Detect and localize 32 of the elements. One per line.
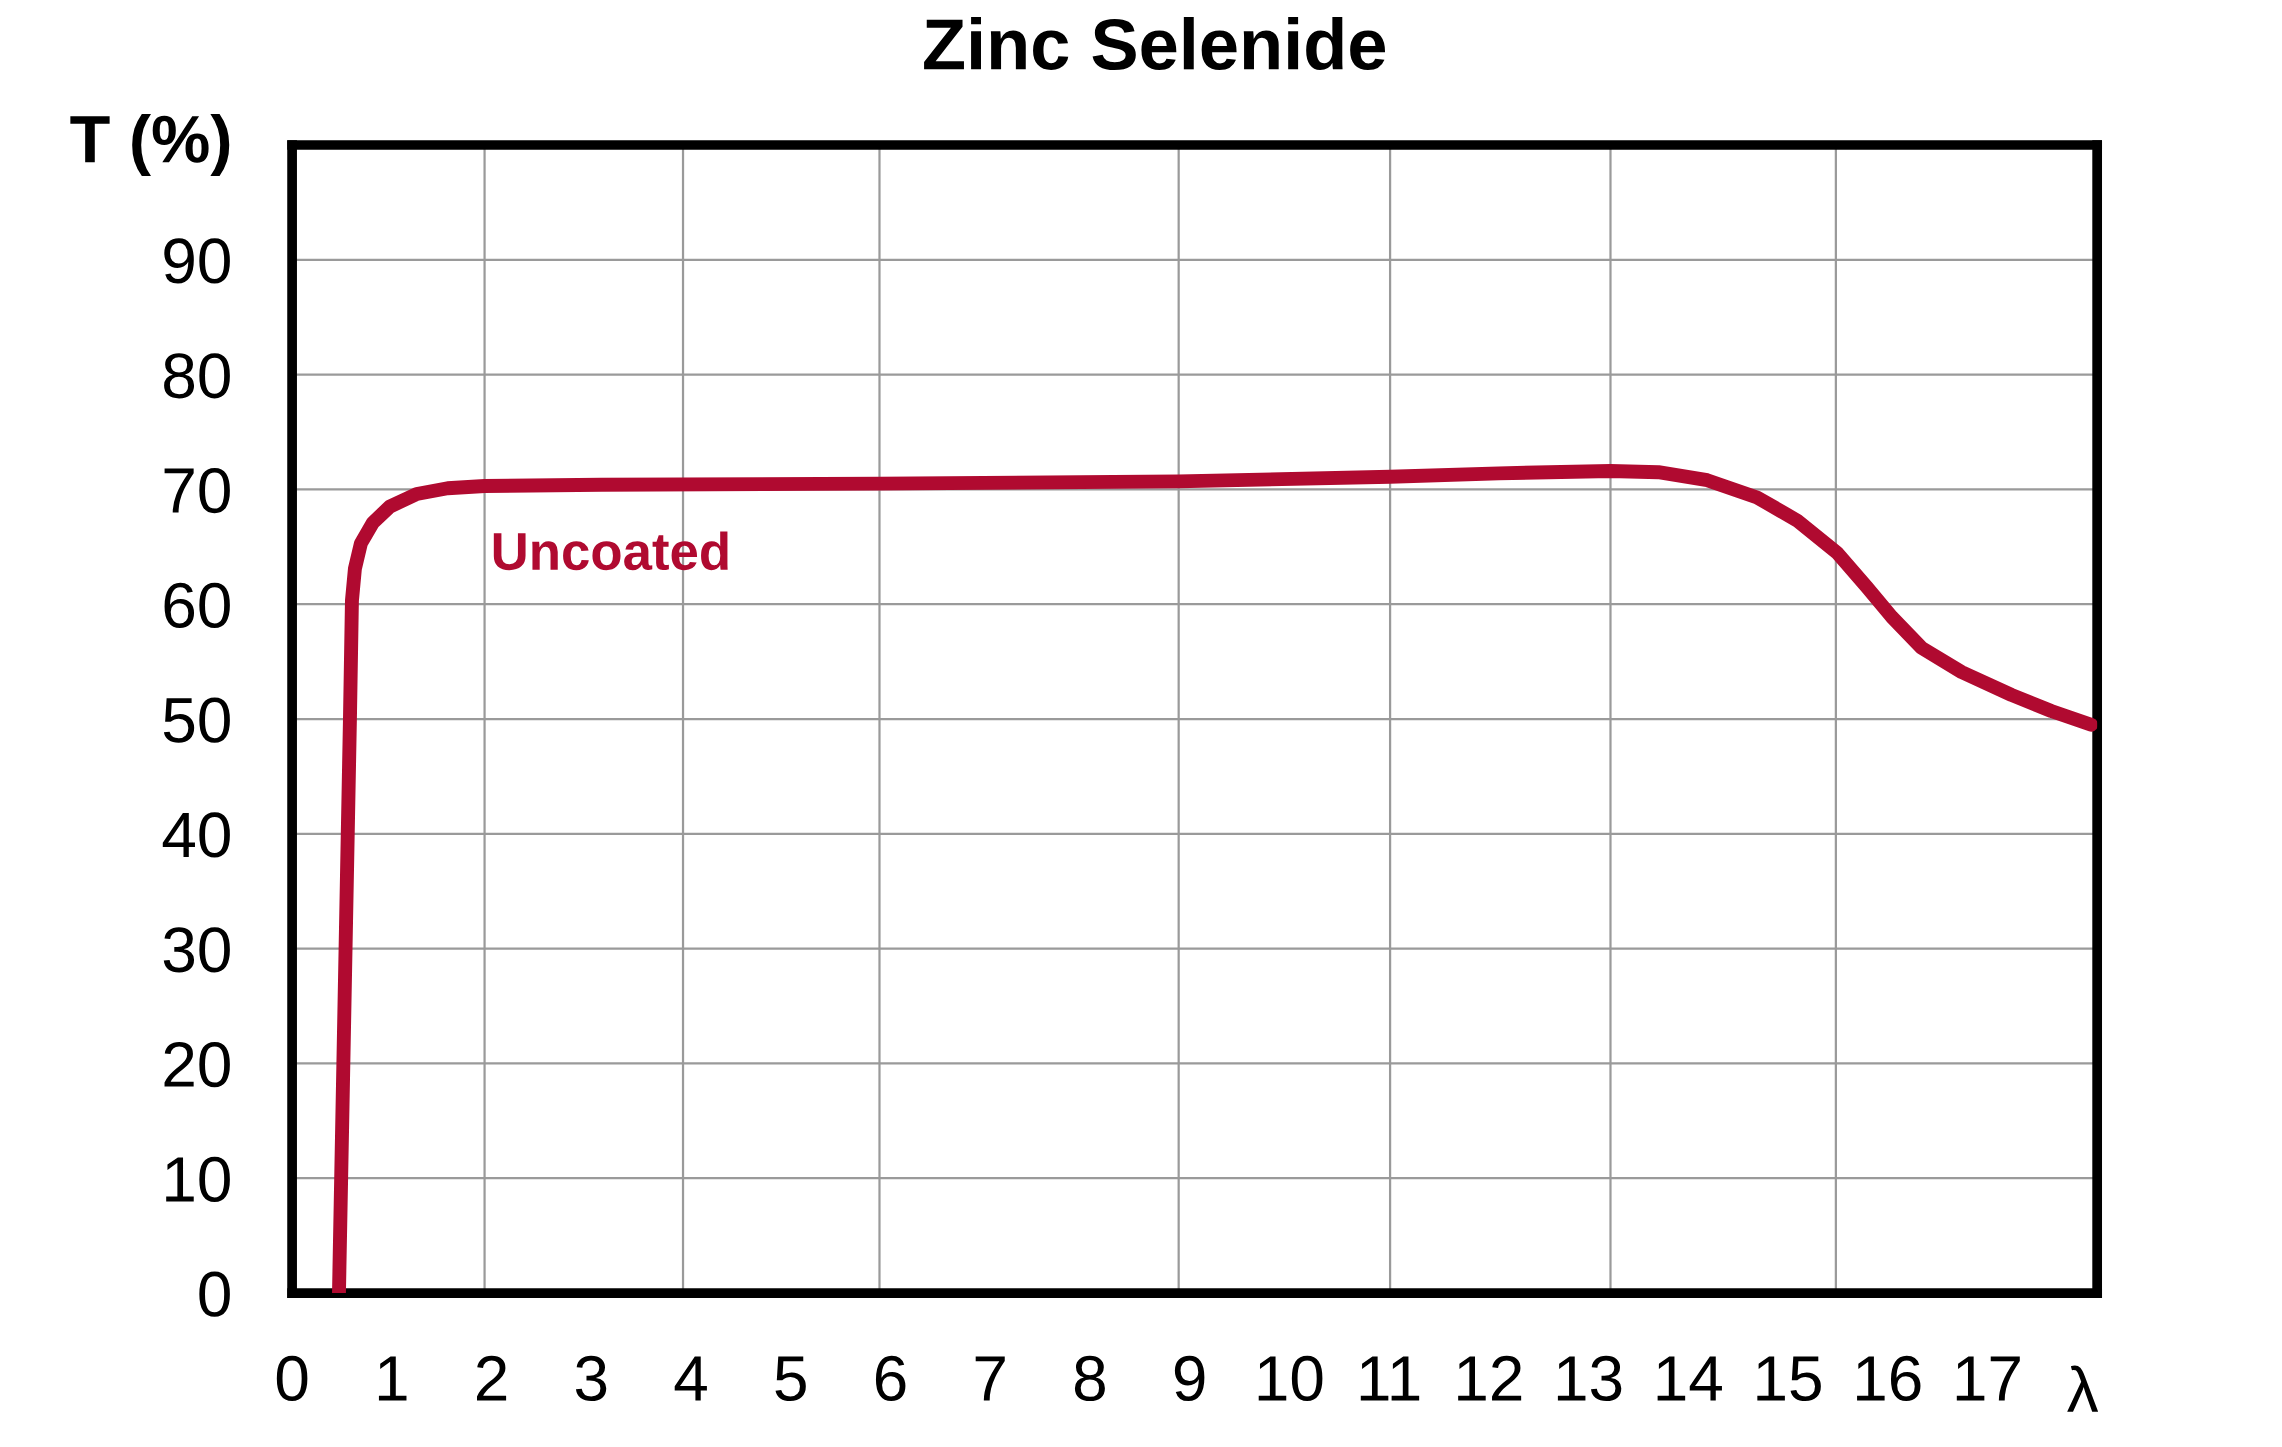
y-tick-label: 50 [163,697,230,743]
y-tick-label: 0 [199,1271,230,1317]
x-tick-label: 9 [1174,1355,1205,1402]
y-tick-label: 60 [164,582,230,628]
x-tick-label: 2 [477,1355,507,1401]
x-tick-label: 4 [674,1356,707,1401]
x-tick-label: 13 [1557,1355,1622,1402]
x-tick-label: 14 [1657,1356,1722,1401]
x-tick-label: 12 [1458,1355,1522,1401]
y-tick-label: 90 [164,238,230,284]
x-tick-label: 10 [1258,1355,1323,1402]
x-tick-label: 1 [378,1356,407,1401]
x-tick-label: 5 [775,1356,806,1402]
x-tick-label: 15 [1757,1356,1821,1402]
y-tick-label: 20 [164,1041,230,1088]
x-tick-label: 3 [575,1355,607,1402]
y-axis-title: T (%) [70,113,230,177]
x-tick-label: 17 [1956,1356,2020,1401]
x-tick-label: 7 [975,1356,1005,1401]
x-tick-label: 16 [1857,1355,1921,1402]
x-tick-label: 11 [1360,1356,1420,1401]
x-tick-label: 6 [875,1355,906,1402]
chart-title: Zinc Selenide [924,16,1386,71]
y-tick-label: 40 [162,812,230,858]
y-tick-label: 70 [164,467,230,514]
y-tick-label: 10 [166,1156,230,1203]
y-tick-label: 80 [164,353,230,399]
series-label: Uncoated [493,531,728,571]
x-tick-label: 0 [276,1355,308,1402]
x-tick-label: 8 [1074,1355,1105,1402]
y-tick-label: 30 [163,927,230,973]
x-axis-title: λ [2067,1365,2099,1412]
